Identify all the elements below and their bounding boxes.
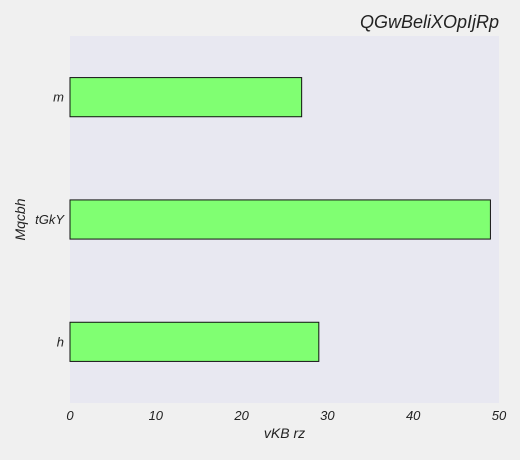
y-tick-label: h — [57, 334, 64, 349]
bar-m — [69, 77, 303, 118]
x-axis-label: vKB rz — [264, 425, 305, 441]
y-tick-label: tGkY — [35, 212, 65, 227]
x-tick-label: 40 — [406, 408, 421, 423]
x-tick-label: 30 — [320, 408, 335, 423]
y-tick-labels: h tGkY m — [35, 90, 65, 350]
y-tick-label: m — [53, 90, 64, 105]
chart-title: QGwBeliXOpIjRp — [360, 12, 499, 32]
x-tick-label: 10 — [149, 408, 164, 423]
x-tick-label: 50 — [492, 408, 507, 423]
x-tick-label: 20 — [233, 408, 249, 423]
x-tick-labels: 0 10 20 30 40 50 — [66, 408, 507, 423]
x-tick-label: 0 — [66, 408, 74, 423]
bar-h — [69, 321, 320, 362]
y-axis-label: Mqcbh — [12, 198, 28, 240]
bars-group — [69, 77, 491, 362]
bar-tGkY — [69, 199, 491, 240]
